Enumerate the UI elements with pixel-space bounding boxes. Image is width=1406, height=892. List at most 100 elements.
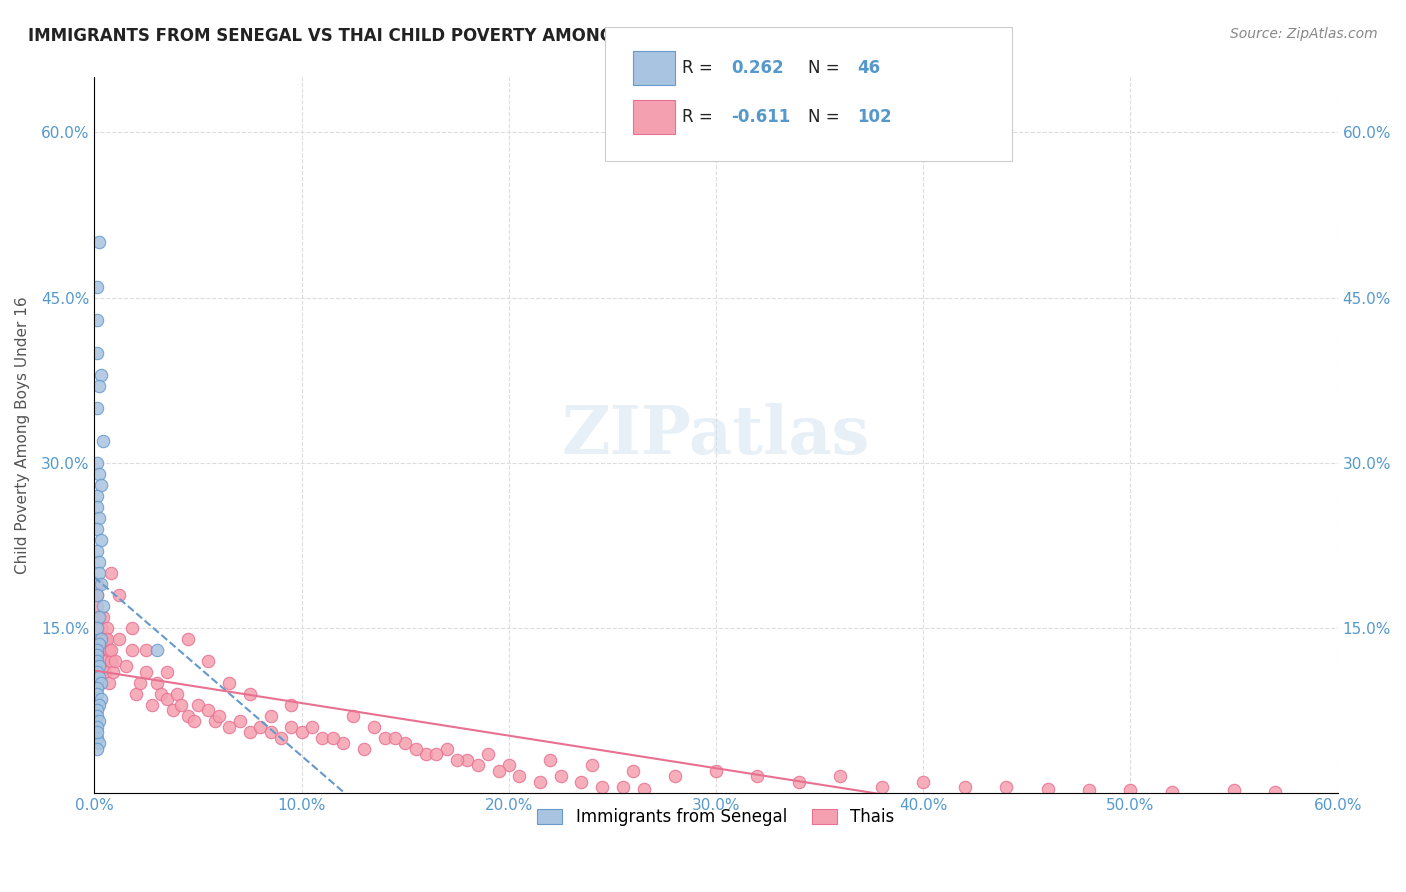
Point — [870, 780, 893, 794]
Point — [550, 769, 572, 783]
Point — [394, 736, 416, 750]
Point — [86, 687, 108, 701]
Point — [183, 714, 205, 728]
Point — [86, 741, 108, 756]
Point — [415, 747, 437, 761]
Point — [86, 543, 108, 558]
Point — [291, 725, 314, 739]
Point — [90, 477, 112, 491]
Point — [747, 769, 769, 783]
Point — [787, 774, 810, 789]
Point — [301, 720, 323, 734]
Point — [86, 654, 108, 668]
Point — [197, 703, 219, 717]
Point — [86, 588, 108, 602]
Point — [87, 736, 110, 750]
Point — [477, 747, 499, 761]
Point — [529, 774, 551, 789]
Point — [633, 782, 655, 797]
Point — [94, 632, 117, 646]
Point — [218, 720, 240, 734]
Point — [87, 670, 110, 684]
Point — [197, 654, 219, 668]
Point — [664, 769, 686, 783]
Point — [228, 714, 250, 728]
Point — [90, 621, 112, 635]
Point — [166, 687, 188, 701]
Point — [90, 533, 112, 547]
Point — [170, 698, 193, 712]
Point — [86, 489, 108, 503]
Point — [239, 687, 262, 701]
Point — [581, 758, 603, 772]
Point — [86, 720, 108, 734]
Point — [177, 632, 200, 646]
Point — [145, 675, 167, 690]
Point — [1119, 783, 1142, 797]
Point — [86, 345, 108, 359]
Point — [87, 609, 110, 624]
Point — [98, 642, 121, 657]
Point — [87, 510, 110, 524]
Point — [374, 731, 396, 745]
Point — [488, 764, 510, 778]
Point — [239, 725, 262, 739]
Text: IMMIGRANTS FROM SENEGAL VS THAI CHILD POVERTY AMONG BOYS UNDER 16 CORRELATION CH: IMMIGRANTS FROM SENEGAL VS THAI CHILD PO… — [28, 27, 974, 45]
Point — [91, 609, 114, 624]
Text: R =: R = — [682, 59, 718, 77]
Point — [87, 632, 110, 646]
Point — [353, 741, 375, 756]
Point — [121, 642, 143, 657]
Point — [259, 725, 281, 739]
Point — [830, 769, 852, 783]
Point — [87, 467, 110, 481]
Point — [953, 780, 976, 794]
Point — [86, 731, 108, 745]
Point — [156, 665, 179, 679]
Point — [218, 675, 240, 690]
Point — [87, 637, 110, 651]
Point — [86, 681, 108, 695]
Point — [90, 368, 112, 382]
Point — [1078, 783, 1101, 797]
Point — [86, 599, 108, 613]
Text: N =: N = — [808, 59, 845, 77]
Point — [87, 566, 110, 580]
Point — [384, 731, 406, 745]
Point — [87, 609, 110, 624]
Point — [96, 621, 118, 635]
Point — [121, 621, 143, 635]
Point — [270, 731, 292, 745]
Point — [91, 434, 114, 448]
Text: ZIPatlas: ZIPatlas — [562, 402, 870, 467]
Point — [538, 753, 561, 767]
Point — [96, 632, 118, 646]
Point — [91, 599, 114, 613]
Point — [86, 312, 108, 326]
Point — [311, 731, 333, 745]
Point — [591, 780, 613, 794]
Point — [125, 687, 148, 701]
Point — [208, 708, 231, 723]
Point — [259, 708, 281, 723]
Point — [145, 642, 167, 657]
Point — [177, 708, 200, 723]
Point — [87, 659, 110, 673]
Point — [498, 758, 520, 772]
Point — [912, 774, 935, 789]
Point — [86, 708, 108, 723]
Point — [108, 632, 131, 646]
Text: R =: R = — [682, 108, 718, 126]
Point — [332, 736, 354, 750]
Point — [187, 698, 209, 712]
Point — [363, 720, 385, 734]
Point — [90, 692, 112, 706]
Point — [87, 235, 110, 250]
Point — [90, 675, 112, 690]
Text: 46: 46 — [858, 59, 880, 77]
Text: 0.262: 0.262 — [731, 59, 783, 77]
Point — [456, 753, 478, 767]
Text: Source: ZipAtlas.com: Source: ZipAtlas.com — [1230, 27, 1378, 41]
Point — [425, 747, 447, 761]
Point — [90, 632, 112, 646]
